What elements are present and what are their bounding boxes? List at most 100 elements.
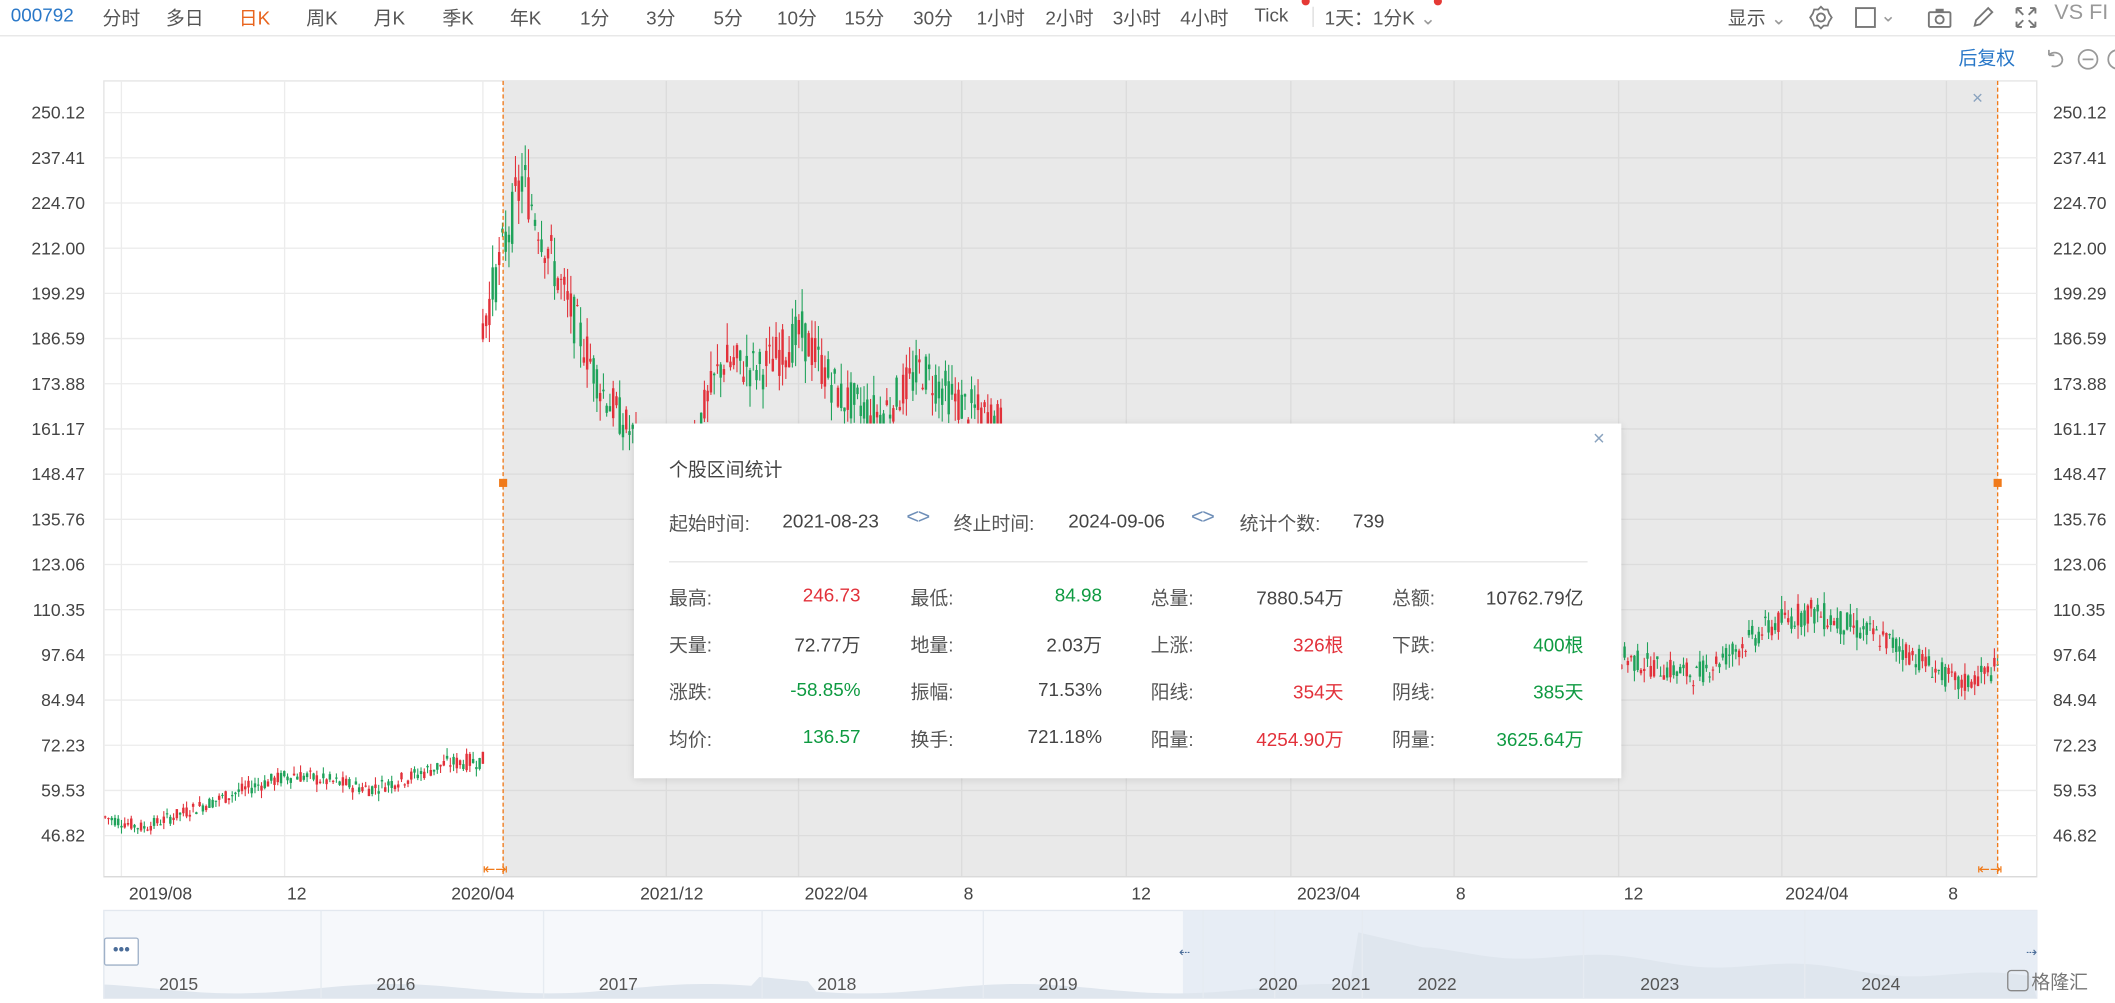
- checkbox-icon[interactable]: [1853, 4, 1880, 31]
- candle-body: [967, 419, 970, 424]
- candle-body: [1675, 671, 1679, 677]
- candle-body: [595, 369, 599, 399]
- close-icon[interactable]: ×: [1592, 427, 1605, 451]
- x-axis: 2019/08 12 2020/04 2021/12 2022/04 8 12 2023/04…: [103, 876, 2037, 904]
- tab-period-11[interactable]: 15分: [844, 6, 885, 29]
- candle-body: [123, 823, 126, 828]
- tab-period-5[interactable]: 季K: [442, 6, 474, 29]
- tab-period-1[interactable]: 多日: [165, 6, 204, 29]
- zoom-out-icon[interactable]: [2076, 47, 2100, 71]
- y-tick-left: 148.47: [31, 464, 85, 484]
- end-time-stepper-icon[interactable]: <>: [1191, 505, 1215, 529]
- undo-icon[interactable]: [2044, 47, 2068, 71]
- tab-period-16[interactable]: 4小时: [1180, 6, 1229, 29]
- candle-body: [305, 773, 309, 778]
- fullscreen-icon[interactable]: [2012, 4, 2039, 31]
- candle-body: [426, 765, 429, 768]
- composite-period-select[interactable]: 1天：1分K ⌄: [1325, 4, 1436, 31]
- gear-icon[interactable]: [1807, 4, 1834, 31]
- navigator-right-arrow[interactable]: ⇢: [2026, 944, 2037, 959]
- candle-body: [550, 235, 553, 241]
- selection-close-icon[interactable]: ×: [1972, 88, 1983, 109]
- zoom-in-icon[interactable]: [2106, 47, 2115, 71]
- candle-body: [377, 791, 380, 794]
- compare-button[interactable]: VS FI: [2054, 1, 2109, 25]
- candle-body: [335, 777, 338, 779]
- candle-body: [862, 402, 866, 419]
- candle-body: [1888, 634, 1891, 636]
- tab-period-0[interactable]: 分时: [102, 6, 141, 29]
- candle-body: [755, 369, 758, 381]
- start-time-stepper-icon[interactable]: <>: [906, 505, 930, 529]
- tab-period-15[interactable]: 3小时: [1112, 6, 1162, 29]
- y-tick-left: 84.94: [41, 690, 85, 710]
- candle-body: [1633, 655, 1636, 671]
- more-options-button[interactable]: •••: [103, 937, 139, 966]
- candle-body: [204, 806, 208, 811]
- stock-code[interactable]: 000792: [10, 4, 74, 26]
- candle-body: [1914, 664, 1918, 668]
- candle-body: [856, 387, 859, 395]
- tab-period-8[interactable]: 3分: [646, 6, 676, 29]
- start-time-value[interactable]: 2021-08-23: [782, 509, 879, 532]
- candle-body: [133, 824, 136, 828]
- candle-body: [585, 336, 589, 370]
- pencil-icon[interactable]: [1969, 4, 1996, 31]
- candle-body: [1878, 645, 1882, 647]
- candle-body: [872, 395, 876, 425]
- candle-body: [940, 388, 944, 405]
- tab-period-9[interactable]: 5分: [713, 6, 743, 29]
- chevron-down-icon[interactable]: ⌄: [1880, 4, 1897, 26]
- tab-period-2[interactable]: 日K: [238, 6, 271, 29]
- adjust-mode-button[interactable]: 后复权: [1958, 47, 2016, 69]
- candle-body: [455, 757, 459, 769]
- tab-period-7[interactable]: 1分: [580, 6, 610, 29]
- tab-period-3[interactable]: 周K: [306, 6, 338, 29]
- candle-body: [458, 760, 462, 766]
- candle-body: [980, 407, 983, 427]
- camera-icon[interactable]: [1926, 4, 1953, 31]
- candle-body: [344, 778, 348, 786]
- candle-body: [1849, 614, 1852, 627]
- candle-body: [1986, 666, 1990, 673]
- candle-body: [1993, 657, 1996, 667]
- candle-body: [1790, 616, 1793, 629]
- navigator-left-arrow[interactable]: ⇠: [1179, 944, 1190, 959]
- candle-body: [253, 783, 257, 788]
- selection-end-handle[interactable]: [1993, 478, 2002, 487]
- tab-period-6[interactable]: 年K: [509, 6, 542, 29]
- tab-period-4[interactable]: 月K: [373, 6, 406, 29]
- candle-body: [823, 367, 827, 387]
- stat-label: 地量:: [910, 633, 954, 656]
- tab-period-10[interactable]: 10分: [776, 6, 817, 29]
- end-time-value[interactable]: 2024-09-06: [1068, 509, 1165, 532]
- tab-period-17[interactable]: Tick: [1254, 4, 1289, 26]
- candle-body: [237, 789, 240, 792]
- display-menu[interactable]: 显示 ⌄: [1728, 4, 1787, 31]
- count-label: 统计个数:: [1239, 512, 1321, 535]
- candle-body: [1855, 620, 1859, 638]
- stat-label: 总额:: [1392, 586, 1436, 609]
- selection-start-arrows[interactable]: ⇤⇥: [483, 862, 508, 878]
- candle-body: [423, 771, 426, 779]
- candle-body: [1793, 625, 1796, 627]
- candle-body: [169, 816, 172, 824]
- stat-value: 7880.54万: [1256, 586, 1344, 609]
- tab-period-13[interactable]: 1小时: [976, 6, 1025, 29]
- tab-period-14[interactable]: 2小时: [1045, 6, 1094, 29]
- candle-body: [159, 824, 162, 826]
- tab-period-12[interactable]: 30分: [913, 6, 954, 29]
- candle-body: [260, 785, 263, 791]
- candle-body: [136, 828, 139, 830]
- candle-body: [888, 414, 892, 419]
- selection-start-handle[interactable]: [499, 478, 508, 487]
- candle-body: [807, 333, 810, 357]
- candle-body: [481, 323, 485, 340]
- candle-body: [240, 783, 244, 792]
- candle-body: [927, 364, 931, 370]
- selection-end-arrows[interactable]: ⇤⇥: [1977, 862, 2002, 878]
- y-tick-right: 46.82: [2053, 826, 2097, 846]
- candle-body: [778, 349, 781, 376]
- stat-label: 天量:: [669, 633, 713, 656]
- candle-body: [1741, 644, 1744, 649]
